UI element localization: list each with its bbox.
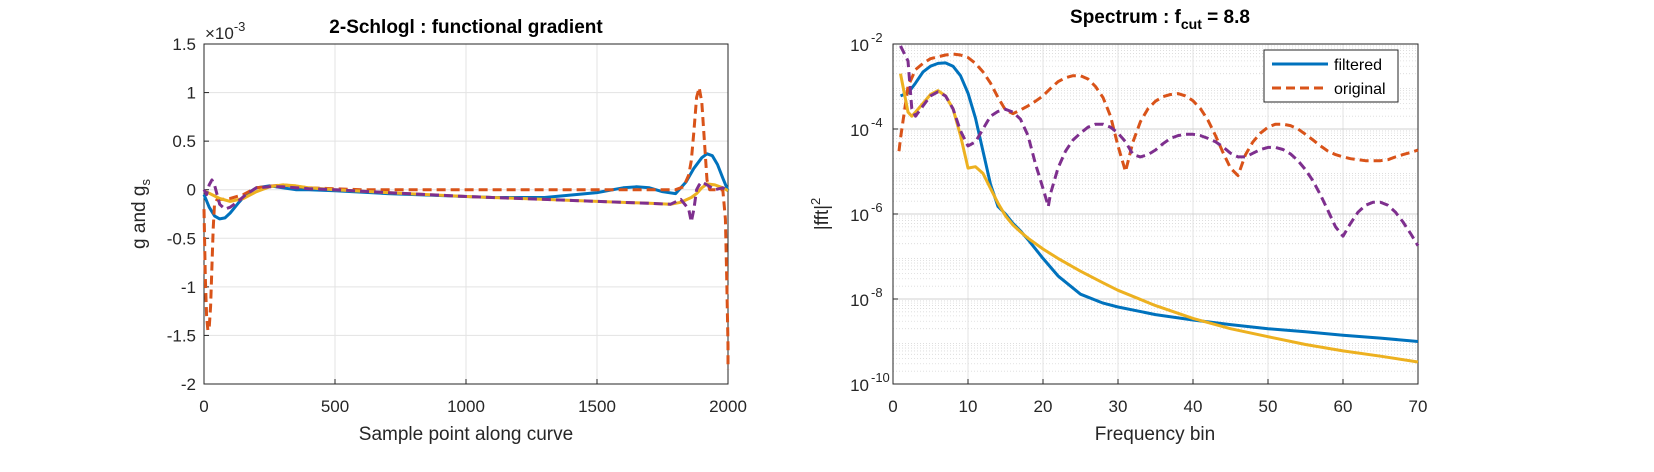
spectrum-y-axis-label-main: |fft| [812,205,833,230]
spectrum-x-tick-label: 0 [888,397,897,416]
spectrum-y-tick-exponent: -10 [871,370,890,385]
spectrum-y-tick-exponent: -2 [871,30,883,45]
gradient-ticks: 0 500 1000 1500 2000 -2 -1.5 -1 -0.5 0 0.5 1 1.5 [167,35,747,416]
spectrum-series-line-1 [899,61,1419,343]
gradient-y-tick-label: 1 [187,84,196,103]
gradient-series-line-2 [202,86,730,370]
spectrum-title-main: Spectrum : f [1070,7,1182,28]
legend-box [1263,49,1399,103]
gradient-y-tick-label: -1.5 [167,326,196,345]
spectrum-series-line-2 [897,52,1419,178]
spectrum-y-tick-label: 10 [850,36,869,55]
gradient-y-axis-label-sub: s [138,179,153,186]
gradient-title: 2-Schlogl : functional gradient [329,17,603,38]
gradient-y-tick-label: 0.5 [172,132,196,151]
gradient-y-tick-label: -0.5 [167,229,196,248]
gradient-y-axis-label-main: g and g [129,186,150,249]
spectrum-x-axis-label: Frequency bin [1095,424,1215,445]
spectrum-x-tick-label: 70 [1409,397,1428,416]
spectrum-title-sub: cut [1181,16,1202,32]
gradient-x-axis-label: Sample point along curve [359,424,573,445]
gradient-x-tick-label: 1500 [578,397,616,416]
legend-original-label: original [1334,81,1386,98]
spectrum-x-tick-label: 40 [1184,397,1203,416]
spectrum-y-tick-label: 10 [850,206,869,225]
gradient-y-tick-label: -1 [181,278,196,297]
spectrum-title-tail: = 8.8 [1202,7,1250,28]
spectrum-x-tick-label: 60 [1334,397,1353,416]
spectrum-x-tick-label: 20 [1034,397,1053,416]
gradient-series [202,86,730,370]
spectrum-y-axis-label-sup: 2 [808,198,823,205]
spectrum-y-tick-label: 10 [850,121,869,140]
gradient-y-tick-label: 0 [187,181,196,200]
gradient-y-tick-label: 1.5 [172,35,196,54]
gradient-plot: 0 500 1000 1500 2000 -2 -1.5 -1 -0.5 0 0.5 1 1.5 2-S… [129,17,747,445]
gradient-x-tick-label: 500 [321,397,349,416]
spectrum-series-line-4 [899,45,1420,247]
spectrum-x-tick-label: 30 [1109,397,1128,416]
spectrum-y-tick-label: 10 [850,376,869,395]
spectrum-x-tick-label: 50 [1259,397,1278,416]
gradient-exponent-base: ×10 [205,24,234,43]
spectrum-y-tick-exponent: -8 [871,285,883,300]
spectrum-legend: filtered original [1263,49,1399,103]
spectrum-y-axis-label: |fft|2 [808,198,833,231]
legend-filtered-label: filtered [1334,57,1382,74]
gradient-y-axis-label: g and gs [129,179,153,249]
spectrum-y-tick-exponent: -4 [871,115,883,130]
spectrum-y-tick-label: 10 [850,291,869,310]
spectrum-title: Spectrum : fcut = 8.8 [1070,7,1250,32]
spectrum-y-tick-exponent: -6 [871,200,883,215]
gradient-y-tick-label: -2 [181,375,196,394]
spectrum-x-tick-label: 10 [959,397,978,416]
gradient-x-tick-label: 1000 [447,397,485,416]
spectrum-series [897,45,1420,364]
gradient-series-line-4 [202,178,729,224]
gradient-x-tick-label: 2000 [709,397,747,416]
gradient-exponent-label: ×10-3 [205,19,245,43]
gradient-x-tick-label: 0 [199,397,208,416]
gradient-exponent-power: -3 [234,19,246,34]
gradient-grid [203,43,729,385]
